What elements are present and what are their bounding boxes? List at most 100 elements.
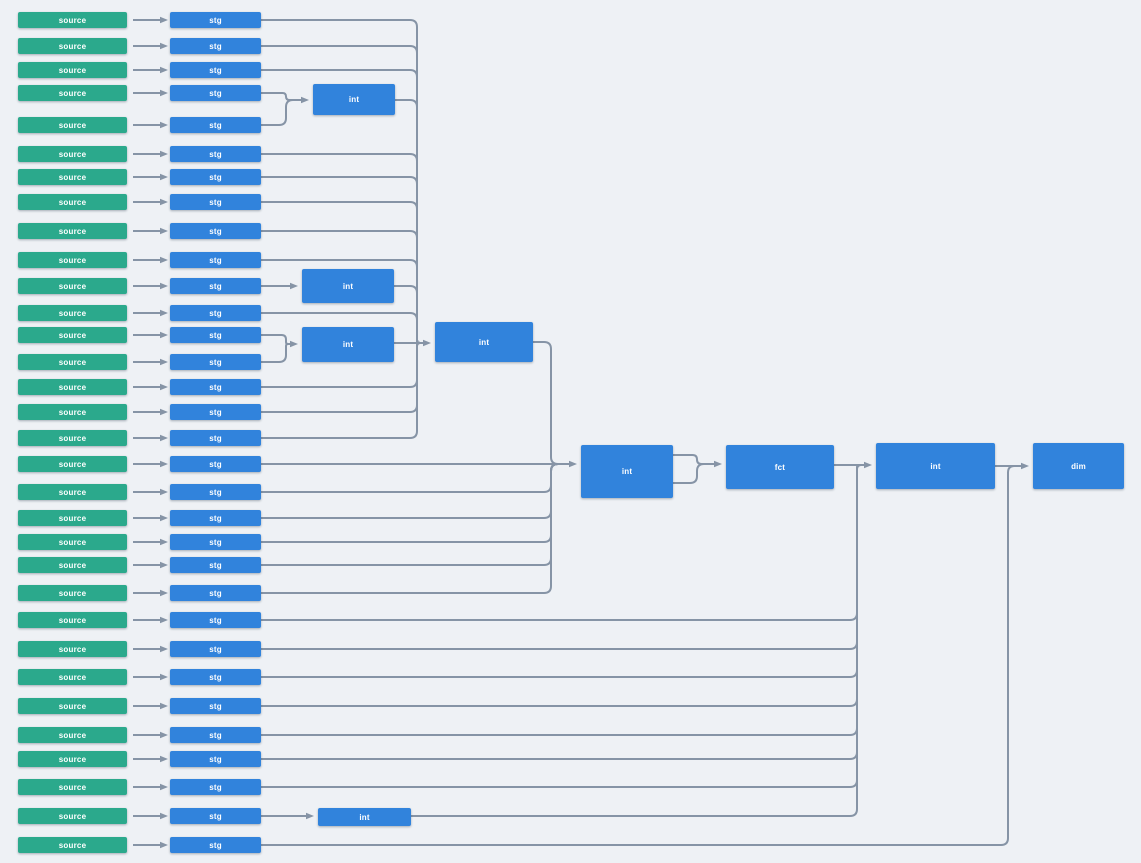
node-stg-label: stg bbox=[209, 226, 222, 236]
node-int[interactable]: int bbox=[876, 443, 995, 489]
node-source[interactable]: source bbox=[18, 379, 127, 395]
node-source[interactable]: source bbox=[18, 751, 127, 767]
node-stg-label: stg bbox=[209, 308, 222, 318]
node-stg[interactable]: stg bbox=[170, 12, 261, 28]
node-stg[interactable]: stg bbox=[170, 252, 261, 268]
arrowhead bbox=[160, 227, 168, 235]
node-int[interactable]: int bbox=[318, 808, 411, 826]
node-source[interactable]: source bbox=[18, 169, 127, 185]
node-int[interactable]: int bbox=[313, 84, 395, 115]
node-source[interactable]: source bbox=[18, 837, 127, 853]
arrowhead bbox=[160, 198, 168, 206]
node-source[interactable]: source bbox=[18, 85, 127, 101]
node-source[interactable]: source bbox=[18, 327, 127, 343]
node-stg[interactable]: stg bbox=[170, 727, 261, 743]
node-stg[interactable]: stg bbox=[170, 146, 261, 162]
node-source[interactable]: source bbox=[18, 194, 127, 210]
node-stg[interactable]: stg bbox=[170, 641, 261, 657]
node-stg[interactable]: stg bbox=[170, 456, 261, 472]
arrowhead bbox=[714, 460, 722, 468]
node-stg[interactable]: stg bbox=[170, 534, 261, 550]
node-stg[interactable]: stg bbox=[170, 169, 261, 185]
node-int[interactable]: int bbox=[302, 327, 394, 362]
arrowhead bbox=[160, 731, 168, 739]
node-source[interactable]: source bbox=[18, 612, 127, 628]
node-source[interactable]: source bbox=[18, 62, 127, 78]
node-stg[interactable]: stg bbox=[170, 327, 261, 343]
node-source[interactable]: source bbox=[18, 727, 127, 743]
node-stg[interactable]: stg bbox=[170, 751, 261, 767]
node-source[interactable]: source bbox=[18, 779, 127, 795]
node-source-label: source bbox=[58, 65, 87, 75]
node-source-label: source bbox=[58, 615, 87, 625]
node-stg[interactable]: stg bbox=[170, 837, 261, 853]
node-source[interactable]: source bbox=[18, 305, 127, 321]
node-stg[interactable]: stg bbox=[170, 585, 261, 601]
node-source[interactable]: source bbox=[18, 484, 127, 500]
arrowhead bbox=[160, 358, 168, 366]
node-source[interactable]: source bbox=[18, 585, 127, 601]
node-stg[interactable]: stg bbox=[170, 557, 261, 573]
node-source[interactable]: source bbox=[18, 252, 127, 268]
node-int[interactable]: int bbox=[581, 445, 673, 498]
node-stg[interactable]: stg bbox=[170, 379, 261, 395]
node-source[interactable]: source bbox=[18, 641, 127, 657]
node-stg[interactable]: stg bbox=[170, 698, 261, 714]
node-stg[interactable]: stg bbox=[170, 278, 261, 294]
arrowhead bbox=[160, 616, 168, 624]
arrowhead bbox=[301, 96, 309, 104]
node-source[interactable]: source bbox=[18, 456, 127, 472]
node-source[interactable]: source bbox=[18, 430, 127, 446]
arrowhead bbox=[160, 812, 168, 820]
node-source[interactable]: source bbox=[18, 223, 127, 239]
node-stg-label: stg bbox=[209, 588, 222, 598]
node-stg[interactable]: stg bbox=[170, 779, 261, 795]
node-stg[interactable]: stg bbox=[170, 669, 261, 685]
arrowhead bbox=[160, 16, 168, 24]
node-stg[interactable]: stg bbox=[170, 354, 261, 370]
node-int[interactable]: int bbox=[302, 269, 394, 303]
node-source[interactable]: source bbox=[18, 404, 127, 420]
node-source[interactable]: source bbox=[18, 698, 127, 714]
node-source[interactable]: source bbox=[18, 534, 127, 550]
edge bbox=[261, 465, 1021, 846]
node-source-label: source bbox=[58, 513, 87, 523]
node-source[interactable]: source bbox=[18, 146, 127, 162]
node-stg[interactable]: stg bbox=[170, 808, 261, 824]
node-stg[interactable]: stg bbox=[170, 305, 261, 321]
node-source[interactable]: source bbox=[18, 354, 127, 370]
node-source-label: source bbox=[58, 382, 87, 392]
node-source-label: source bbox=[58, 560, 87, 570]
node-source[interactable]: source bbox=[18, 669, 127, 685]
node-int-label: int bbox=[478, 337, 490, 347]
node-source[interactable]: source bbox=[18, 808, 127, 824]
node-stg-label: stg bbox=[209, 701, 222, 711]
arrowhead bbox=[160, 89, 168, 97]
node-source[interactable]: source bbox=[18, 510, 127, 526]
node-source[interactable]: source bbox=[18, 557, 127, 573]
node-stg[interactable]: stg bbox=[170, 612, 261, 628]
node-dim[interactable]: dim bbox=[1033, 443, 1124, 489]
node-int[interactable]: int bbox=[435, 322, 533, 362]
node-source[interactable]: source bbox=[18, 117, 127, 133]
node-stg[interactable]: stg bbox=[170, 117, 261, 133]
node-stg[interactable]: stg bbox=[170, 223, 261, 239]
node-stg-label: stg bbox=[209, 433, 222, 443]
node-stg[interactable]: stg bbox=[170, 194, 261, 210]
node-source-label: source bbox=[58, 782, 87, 792]
node-stg[interactable]: stg bbox=[170, 38, 261, 54]
node-stg[interactable]: stg bbox=[170, 484, 261, 500]
node-stg[interactable]: stg bbox=[170, 510, 261, 526]
node-stg[interactable]: stg bbox=[170, 62, 261, 78]
node-int-label: int bbox=[359, 812, 370, 822]
node-source[interactable]: source bbox=[18, 278, 127, 294]
node-stg[interactable]: stg bbox=[170, 85, 261, 101]
node-source[interactable]: source bbox=[18, 12, 127, 28]
node-source-label: source bbox=[58, 811, 87, 821]
node-stg[interactable]: stg bbox=[170, 430, 261, 446]
node-fct[interactable]: fct bbox=[726, 445, 834, 489]
node-source[interactable]: source bbox=[18, 38, 127, 54]
node-source-label: source bbox=[58, 172, 87, 182]
node-stg[interactable]: stg bbox=[170, 404, 261, 420]
